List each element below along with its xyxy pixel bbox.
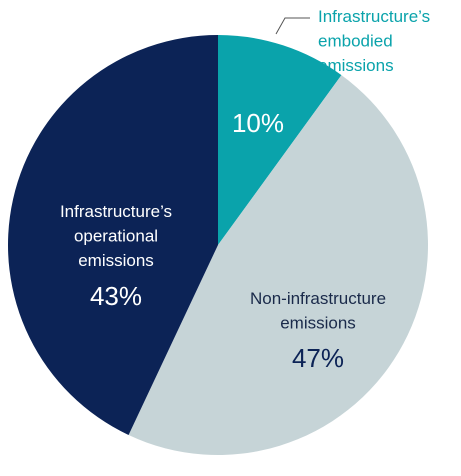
pie-slice (7, 35, 219, 436)
pie-slice (128, 75, 429, 456)
value-label: 10% (232, 108, 284, 138)
leader-line (275, 17, 310, 35)
value-label: 43% (90, 281, 142, 311)
slice-label: Infrastructure’s embodied emissions (318, 7, 430, 75)
slice-label: Non-infrastructure emissions (250, 289, 386, 333)
pie-slice (218, 35, 342, 245)
value-label: 47% (292, 343, 344, 373)
slice-label: Infrastructure’s operational emissions (60, 202, 172, 270)
